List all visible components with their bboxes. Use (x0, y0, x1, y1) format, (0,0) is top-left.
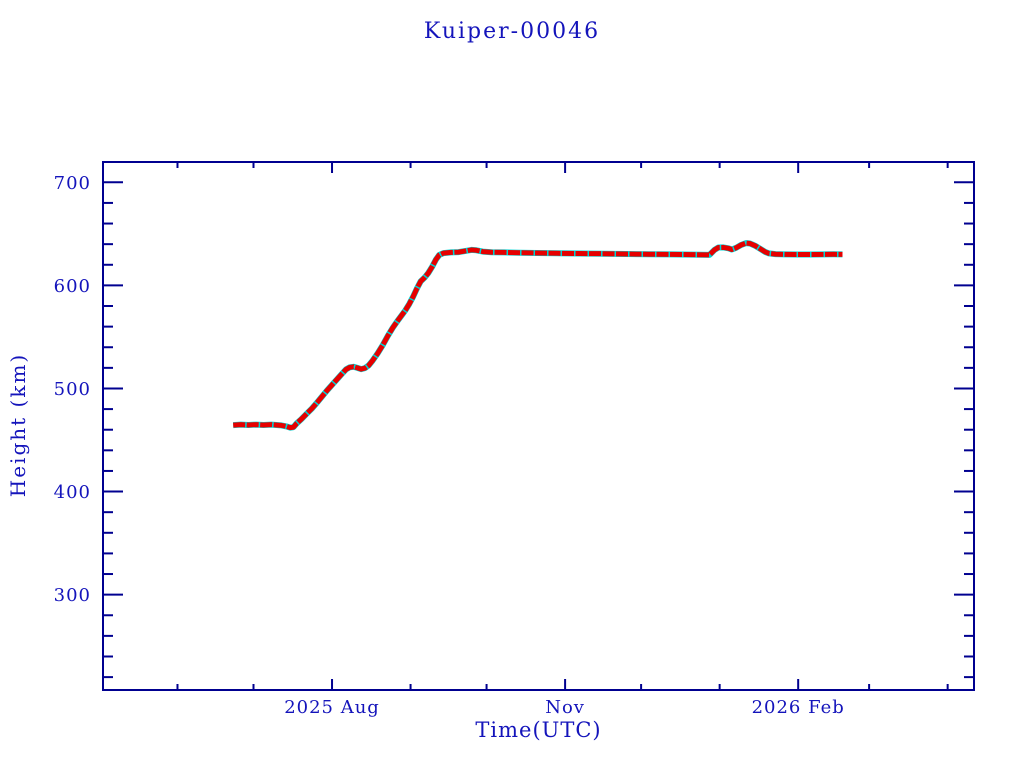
x-axis-tick-label: 2026 Feb (752, 697, 845, 718)
plot-frame (102, 161, 975, 691)
y-axis-tick-label: 300 (54, 585, 91, 606)
y-axis-tick-label: 700 (54, 173, 91, 194)
x-axis-label: Time(UTC) (475, 718, 602, 742)
y-axis-tick-label: 400 (54, 482, 91, 503)
x-axis-tick-label: 2025 Aug (284, 697, 380, 718)
y-axis-tick-label: 600 (54, 276, 91, 297)
data-series-line (233, 240, 843, 431)
x-axis-tick-label: Nov (545, 697, 585, 718)
y-axis-tick-label: 500 (54, 379, 91, 400)
chart-title: Kuiper-00046 (423, 19, 601, 44)
data-series-underlay (233, 240, 843, 431)
